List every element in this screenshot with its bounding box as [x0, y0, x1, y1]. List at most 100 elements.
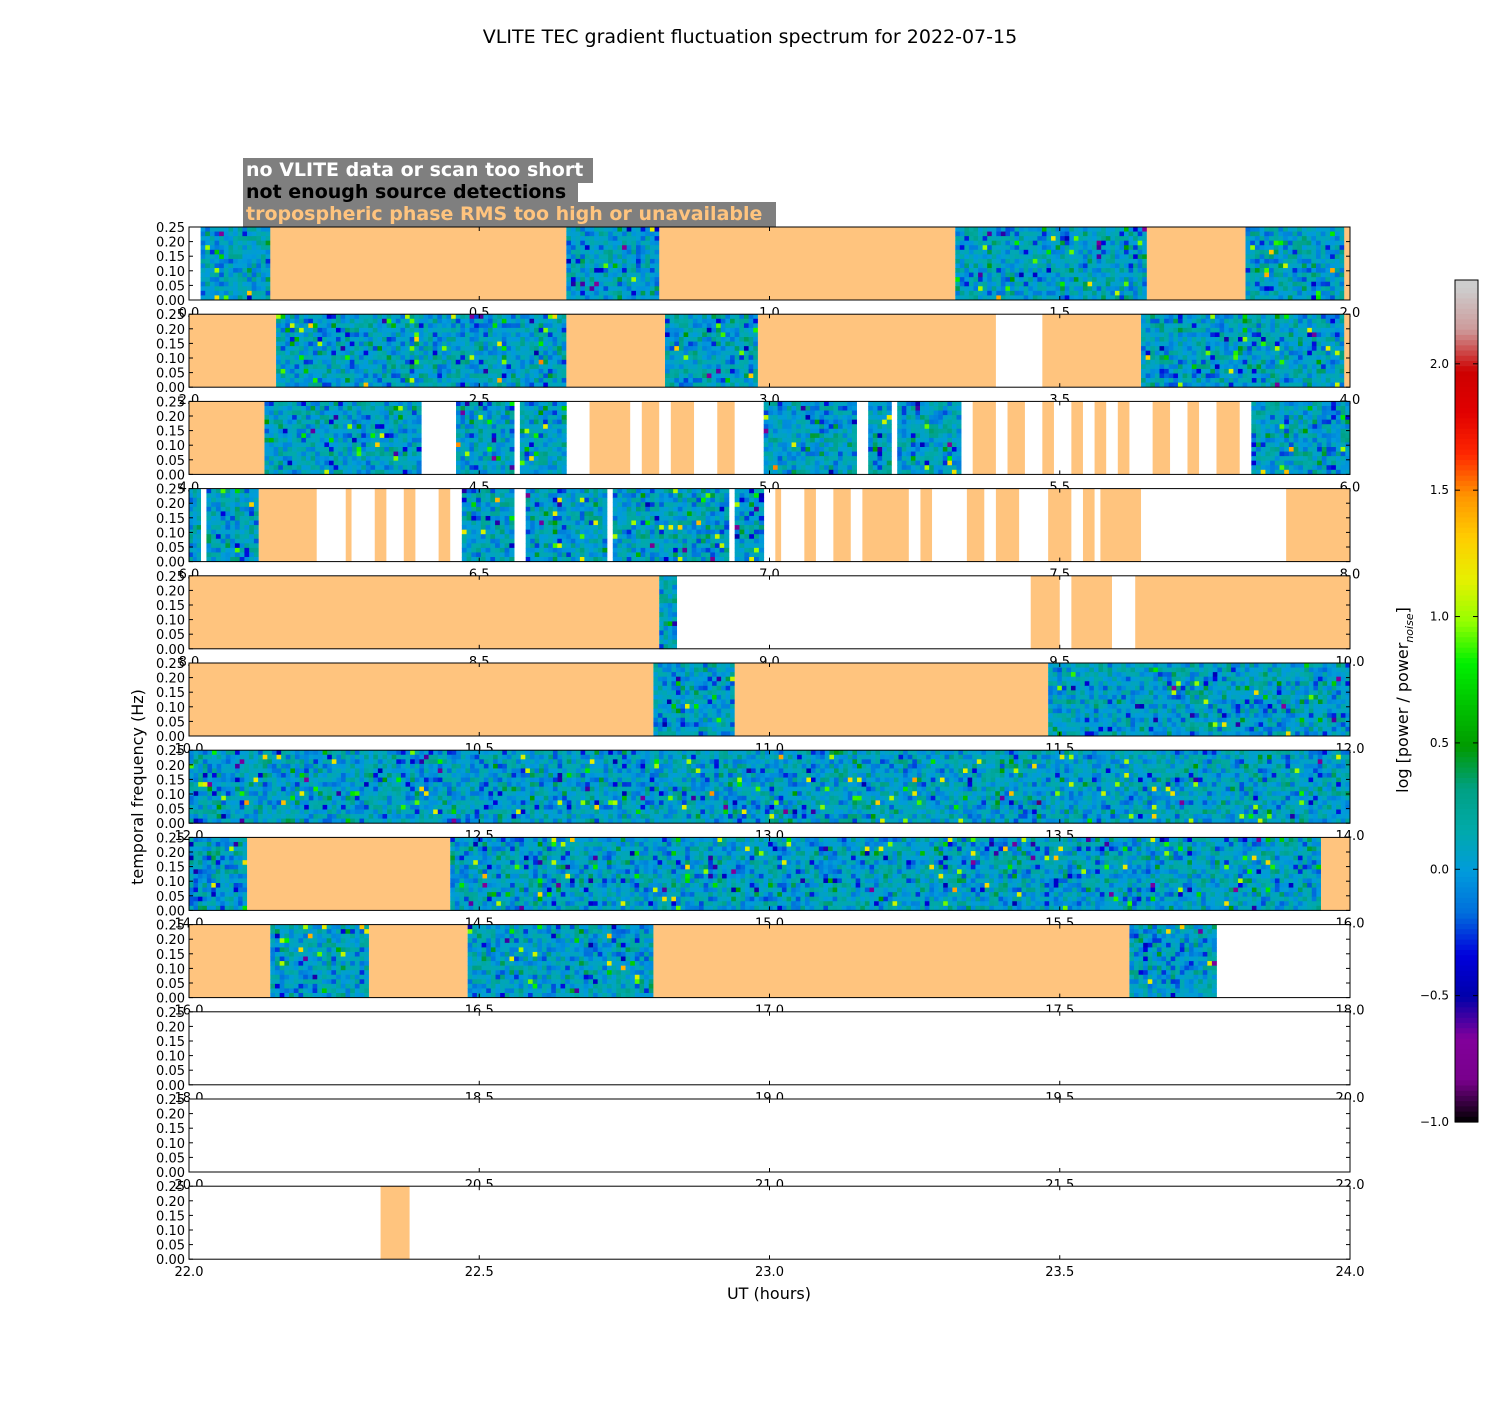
spectrum-cell — [852, 411, 857, 416]
spectrum-cell — [613, 286, 618, 291]
spectrum-cell — [792, 438, 797, 443]
spectrum-cell — [1033, 250, 1038, 255]
spectrum-cell — [525, 461, 530, 466]
spectrum-cell — [228, 241, 233, 246]
spectrum-cell — [357, 452, 362, 457]
spectrum-cell — [456, 337, 461, 342]
spectrum-cell — [210, 254, 215, 259]
spectrum-cell — [1283, 286, 1288, 291]
spectrum-cell — [414, 351, 419, 356]
spectrum-cell — [306, 401, 311, 406]
spectrum-cell — [483, 415, 488, 420]
spectrum-cell — [424, 342, 429, 347]
spectrum-cell — [492, 465, 497, 470]
spectrum-cell — [768, 429, 773, 434]
spectrum-cell — [470, 378, 475, 383]
spectrum-cell — [442, 319, 447, 324]
spectrum-cell — [665, 369, 670, 374]
spectrum-cell — [247, 241, 252, 246]
spectrum-cell — [992, 236, 997, 241]
spectrum-cell — [1229, 332, 1234, 337]
spectrum-cell — [1110, 245, 1115, 250]
spectrum-cell — [608, 286, 613, 291]
spectrum-cell — [276, 346, 281, 351]
spectrum-cell — [576, 263, 581, 268]
spectrum-cell — [442, 332, 447, 337]
spectrum-cell — [1335, 291, 1340, 296]
spectrum-cell — [1316, 364, 1321, 369]
spectrum-cell — [478, 456, 483, 461]
spectrum-cell — [311, 442, 316, 447]
spectrum-cell — [238, 273, 243, 278]
spectrum-cell — [1246, 263, 1251, 268]
spectrum-cell — [1325, 245, 1330, 250]
spectrum-cell — [548, 323, 553, 328]
spectrum-cell — [627, 254, 632, 259]
spectrum-cell — [824, 411, 829, 416]
spectrum-cell — [205, 259, 210, 264]
spectrum-cell — [810, 406, 815, 411]
spectrum-cell — [571, 232, 576, 237]
spectrum-cell — [1201, 342, 1206, 347]
spectrum-cell — [617, 227, 622, 232]
spectrum-cell — [256, 232, 261, 237]
spectrum-cell — [617, 254, 622, 259]
spectrum-cell — [655, 277, 660, 282]
spectrum-cell — [877, 401, 882, 406]
spectrum-cell — [233, 227, 238, 232]
spectrum-cell — [1178, 314, 1183, 319]
spectrum-cell — [1335, 254, 1340, 259]
spectrum-cell — [377, 355, 382, 360]
spectrum-cell — [1289, 355, 1294, 360]
spectrum-cell — [288, 465, 293, 470]
spectrum-cell — [347, 420, 352, 425]
spectrum-cell — [516, 346, 521, 351]
spectrum-cell — [1256, 369, 1261, 374]
spectrum-cell — [1238, 332, 1243, 337]
spectrum-cell — [1173, 351, 1178, 356]
spectrum-cell — [506, 337, 511, 342]
spectrum-cell — [603, 268, 608, 273]
spectrum-cell — [488, 346, 493, 351]
spectrum-cell — [292, 433, 297, 438]
spectrum-cell — [773, 442, 778, 447]
spectrum-cell — [838, 401, 843, 406]
spectrum-cell — [529, 323, 534, 328]
spectrum-cell — [384, 442, 389, 447]
spectrum-cell — [1129, 254, 1134, 259]
spectrum-cell — [688, 378, 693, 383]
spectrum-cell — [670, 319, 675, 324]
spectrum-cell — [1028, 273, 1033, 278]
spectrum-cell — [631, 254, 636, 259]
spectrum-cell — [1250, 227, 1255, 232]
spectrum-cell — [1316, 355, 1321, 360]
spectrum-cell — [1092, 236, 1097, 241]
spectrum-cell — [562, 452, 567, 457]
spectrum-cell — [354, 342, 359, 347]
spectrum-cell — [1321, 351, 1326, 356]
spectrum-cell — [364, 323, 369, 328]
spectrum-cell — [304, 332, 309, 337]
spectrum-cell — [557, 360, 562, 365]
flag-segment — [590, 401, 631, 474]
spectrum-cell — [442, 360, 447, 365]
spectrum-cell — [276, 373, 281, 378]
spectrum-cell — [1056, 259, 1061, 264]
spectrum-cell — [735, 351, 740, 356]
spectrum-cell — [1051, 227, 1056, 232]
spectrum-cell — [543, 373, 548, 378]
spectrum-cell — [1238, 328, 1243, 333]
spectrum-cell — [1238, 351, 1243, 356]
spectrum-cell — [474, 429, 479, 434]
spectrum-cell — [461, 411, 466, 416]
spectrum-cell — [1196, 369, 1201, 374]
spectrum-cell — [215, 273, 220, 278]
spectrum-cell — [1275, 378, 1280, 383]
spectrum-cell — [299, 355, 304, 360]
spectrum-cell — [838, 438, 843, 443]
spectrum-cell — [1133, 232, 1138, 237]
spectrum-cell — [505, 429, 510, 434]
spectrum-cell — [557, 438, 562, 443]
spectrum-cell — [1010, 227, 1015, 232]
